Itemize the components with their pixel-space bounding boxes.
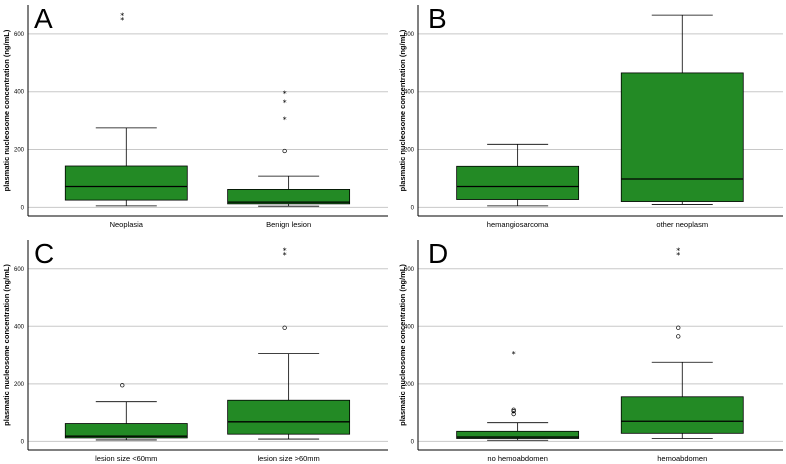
y-tick-label: 0 <box>21 439 25 445</box>
outlier-point <box>511 411 516 417</box>
outlier-point <box>282 325 287 330</box>
y-tick-label: 0 <box>411 439 415 445</box>
iqr-box <box>620 396 744 434</box>
panel-letter: B <box>428 3 447 34</box>
iqr-box <box>456 430 580 439</box>
box-2 <box>620 14 744 205</box>
y-tick-label: 200 <box>14 382 25 388</box>
y-tick-label: 0 <box>21 205 25 211</box>
box-2: *** <box>227 90 351 207</box>
iqr-box <box>64 165 188 201</box>
iqr-box <box>456 165 580 200</box>
x-category-label: Benign lesion <box>266 220 311 229</box>
extreme-point: * <box>283 116 287 125</box>
y-tick-label: 600 <box>404 32 415 38</box>
y-tick-label: 400 <box>404 324 415 330</box>
panel-letter: C <box>34 238 54 269</box>
outlier-point <box>676 334 681 339</box>
y-axis-label: plasmatic nucleosome concentration (ng/m… <box>2 29 11 191</box>
y-tick-label: 600 <box>404 267 415 273</box>
extreme-point: * <box>512 350 516 359</box>
box-1: * <box>456 350 580 441</box>
y-tick-label: 400 <box>14 90 25 96</box>
panel-letter: D <box>428 238 448 269</box>
outlier-point <box>511 409 516 414</box>
x-category-label: lesion size <60mm <box>95 454 157 463</box>
x-category-label: other neoplasm <box>656 220 708 229</box>
x-category-label: no hemoabdomen <box>487 454 547 463</box>
y-axis-label: plasmatic nucleosome concentration (ng/m… <box>398 264 407 426</box>
iqr-box <box>620 72 744 202</box>
y-tick-label: 0 <box>411 205 415 211</box>
y-tick-label: 600 <box>14 32 25 38</box>
extreme-point: * <box>283 90 287 99</box>
box-1: ** <box>64 12 188 207</box>
extreme-point: * <box>676 251 680 260</box>
box-2: ** <box>227 247 351 440</box>
y-tick-label: 200 <box>14 148 25 154</box>
y-axis-label: plasmatic nucleosome concentration (ng/m… <box>398 29 407 191</box>
outlier-point <box>511 407 516 412</box>
iqr-box <box>64 423 188 439</box>
extreme-point: * <box>283 247 287 256</box>
outlier-point <box>676 325 681 330</box>
iqr-box <box>227 189 351 205</box>
x-category-label: lesion size >60mm <box>257 454 319 463</box>
panel-letter: A <box>34 3 53 34</box>
y-tick-label: 200 <box>404 148 415 154</box>
extreme-point: * <box>120 12 124 21</box>
x-category-label: hemangiosarcoma <box>487 220 550 229</box>
extreme-point: * <box>283 98 287 107</box>
y-tick-label: 200 <box>404 382 415 388</box>
outlier-point <box>120 383 125 388</box>
iqr-box <box>227 399 351 435</box>
y-tick-label: 600 <box>14 267 25 273</box>
y-axis-label: plasmatic nucleosome concentration (ng/m… <box>2 264 11 426</box>
box-1 <box>64 383 188 441</box>
extreme-point: * <box>120 16 124 25</box>
x-category-label: hemoabdomen <box>657 454 707 463</box>
box-1 <box>456 143 580 207</box>
x-category-label: Neoplasia <box>110 220 144 229</box>
y-tick-label: 400 <box>404 90 415 96</box>
outlier-point <box>282 148 287 154</box>
extreme-point: * <box>676 247 680 256</box>
box-2: ** <box>620 247 744 439</box>
y-tick-label: 400 <box>14 324 25 330</box>
extreme-point: * <box>283 251 287 260</box>
